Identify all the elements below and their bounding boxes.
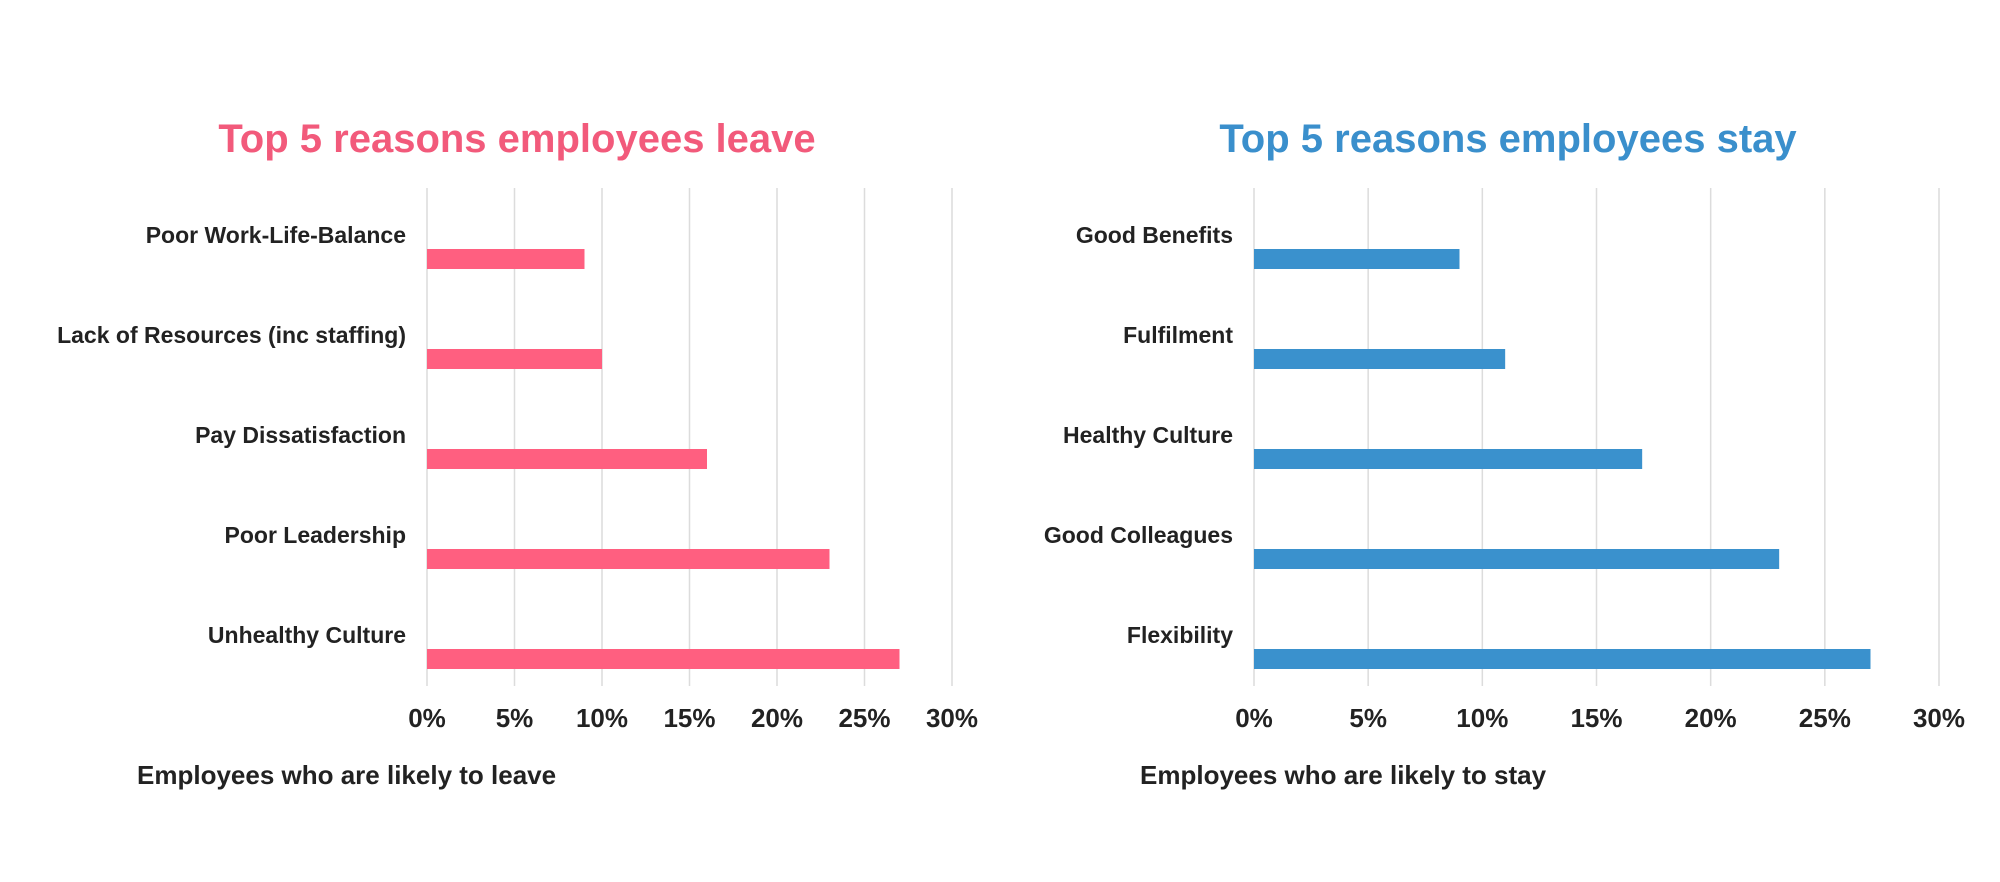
chart-stay: Top 5 reasons employees stay 0% 5% 10% 15% 20… bbox=[1000, 0, 2000, 882]
leave-tick-label: 25% bbox=[838, 703, 890, 733]
stay-tick-label: 15% bbox=[1570, 703, 1622, 733]
leave-bar bbox=[427, 349, 602, 369]
leave-tick-label: 0% bbox=[408, 703, 446, 733]
stay-bar bbox=[1254, 549, 1780, 569]
stay-tick-label: 25% bbox=[1799, 703, 1851, 733]
stay-tick-label: 0% bbox=[1235, 703, 1273, 733]
leave-category-label: Pay Dissatisfaction bbox=[195, 422, 406, 448]
leave-tick-label: 10% bbox=[576, 703, 628, 733]
stay-bar bbox=[1254, 649, 1871, 669]
leave-chart-title: Top 5 reasons employees leave bbox=[218, 117, 815, 161]
stay-chart-title: Top 5 reasons employees stay bbox=[1219, 117, 1797, 161]
stay-bar bbox=[1254, 449, 1643, 469]
leave-category-label: Poor Leadership bbox=[225, 522, 406, 548]
stay-category-label: Good Benefits bbox=[1076, 222, 1233, 248]
leave-category-label: Poor Work-Life-Balance bbox=[146, 222, 406, 248]
leave-tick-label: 20% bbox=[751, 703, 803, 733]
leave-bar bbox=[427, 549, 830, 569]
leave-bar bbox=[427, 249, 585, 269]
stay-category-label: Fulfilment bbox=[1123, 322, 1233, 348]
leave-bar bbox=[427, 649, 900, 669]
stay-bar bbox=[1254, 349, 1506, 369]
stay-tick-label: 5% bbox=[1349, 703, 1387, 733]
leave-tick-label: 30% bbox=[926, 703, 978, 733]
stay-tick-label: 30% bbox=[1913, 703, 1965, 733]
stay-category-label: Flexibility bbox=[1127, 622, 1233, 648]
leave-tick-label: 5% bbox=[496, 703, 534, 733]
stay-tick-label: 10% bbox=[1456, 703, 1508, 733]
stay-tick-label: 20% bbox=[1685, 703, 1737, 733]
stay-x-axis-label: Employees who are likely to stay bbox=[1140, 760, 1547, 790]
chart-stay-svg: Top 5 reasons employees stay 0% 5% 10% 15% 20… bbox=[1044, 117, 1965, 790]
chart-leave-svg: Top 5 reasons employees leave 0% 5% 10% 15% 2… bbox=[57, 117, 978, 790]
stay-category-label: Healthy Culture bbox=[1063, 422, 1233, 448]
stay-category-label: Good Colleagues bbox=[1044, 522, 1233, 548]
leave-bar bbox=[427, 449, 707, 469]
leave-x-axis-label: Employees who are likely to leave bbox=[137, 760, 556, 790]
chart-leave: Top 5 reasons employees leave 0% 5% 10% 15% 2… bbox=[57, 117, 978, 790]
leave-tick-label: 15% bbox=[663, 703, 715, 733]
leave-category-label: Lack of Resources (inc staffing) bbox=[57, 322, 406, 348]
leave-category-label: Unhealthy Culture bbox=[208, 622, 406, 648]
stay-bar bbox=[1254, 249, 1460, 269]
